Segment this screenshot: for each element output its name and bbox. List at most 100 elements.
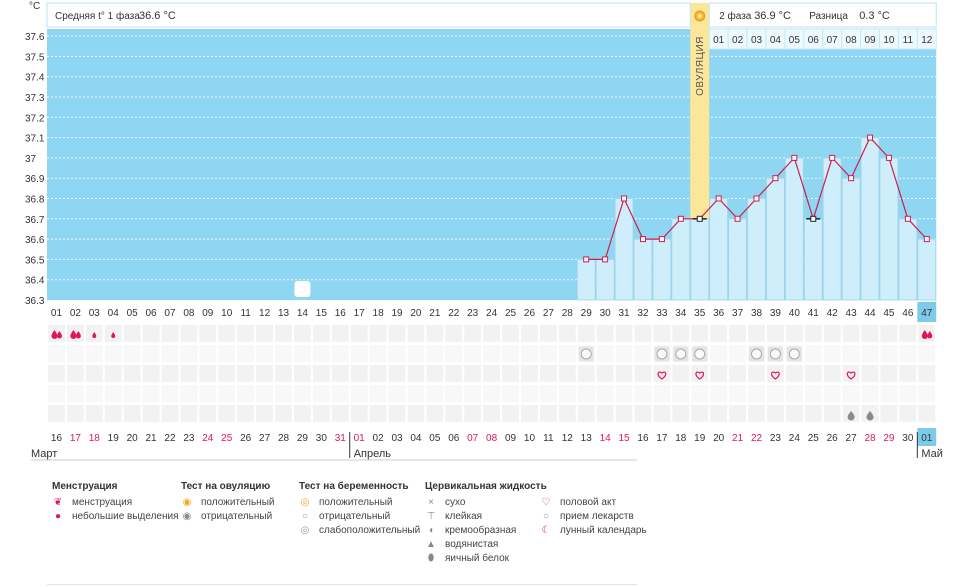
symptom-cell[interactable] [765, 384, 785, 403]
cycle-day-label[interactable]: 08 [183, 308, 195, 319]
symptom-cell[interactable] [217, 404, 237, 423]
symptom-cell[interactable] [425, 404, 445, 423]
symptom-cell[interactable] [65, 364, 85, 383]
symptom-cell[interactable] [803, 364, 823, 383]
symptom-cell[interactable] [292, 384, 312, 403]
symptom-cell[interactable] [652, 404, 672, 423]
symptom-cell[interactable] [349, 344, 369, 363]
symptom-cell[interactable] [198, 344, 218, 363]
heart-icon[interactable] [657, 371, 667, 380]
symptom-cell[interactable] [198, 324, 218, 343]
symptom-cell[interactable] [557, 364, 577, 383]
symptom-cell[interactable] [387, 404, 407, 423]
date-label[interactable]: 22 [751, 433, 763, 444]
pregnancy-test-negative-icon[interactable] [751, 348, 762, 360]
selected-date-cell[interactable] [917, 428, 937, 446]
symptom-cell[interactable] [368, 344, 388, 363]
cycle-day-label[interactable]: 20 [410, 308, 422, 319]
symptom-cell[interactable] [633, 324, 653, 343]
cycle-day-label[interactable]: 02 [70, 308, 82, 319]
symptom-cell[interactable] [217, 324, 237, 343]
symptom-cell[interactable] [179, 324, 199, 343]
symptom-cell[interactable] [141, 384, 161, 403]
cycle-day-label[interactable]: 05 [127, 308, 139, 319]
symptom-cell[interactable] [311, 324, 331, 343]
symptom-cell[interactable] [122, 364, 142, 383]
temperature-point[interactable] [658, 236, 665, 243]
symptom-cell[interactable] [595, 324, 615, 343]
symptom-cell[interactable] [444, 344, 464, 363]
cycle-day-label[interactable]: 31 [618, 308, 630, 319]
temperature-bar[interactable] [614, 198, 634, 301]
date-label[interactable]: 12 [562, 433, 574, 444]
symptom-cell[interactable] [274, 384, 293, 403]
temperature-point[interactable] [923, 236, 930, 243]
date-label[interactable]: 09 [505, 433, 517, 444]
symptom-cell[interactable] [482, 344, 502, 363]
symptom-cell[interactable] [84, 364, 104, 383]
date-label[interactable]: 31 [335, 433, 347, 444]
temperature-point[interactable] [753, 195, 760, 202]
date-label[interactable]: 04 [410, 433, 422, 444]
pregnancy-test-negative-icon[interactable] [656, 348, 668, 360]
symptom-cell[interactable] [236, 364, 256, 383]
date-label[interactable]: 01 [354, 433, 366, 444]
symptom-cell[interactable] [671, 384, 691, 403]
date-label[interactable]: 14 [600, 433, 612, 444]
symptom-cell[interactable] [198, 364, 218, 383]
symptom-cell[interactable] [860, 324, 880, 343]
cycle-day-label[interactable]: 41 [808, 308, 820, 319]
symptom-cell[interactable] [614, 404, 634, 423]
symptom-cell[interactable] [557, 324, 577, 343]
symptom-cell[interactable] [255, 404, 275, 423]
date-label[interactable]: 13 [581, 433, 593, 444]
date-label[interactable]: 22 [164, 433, 176, 444]
date-label[interactable]: 20 [713, 433, 725, 444]
symptom-cell[interactable] [803, 324, 823, 343]
cycle-day-label[interactable]: 07 [164, 308, 176, 319]
symptom-cell[interactable] [141, 344, 161, 363]
symptom-cell[interactable] [179, 364, 199, 383]
cycle-day-label[interactable]: 34 [675, 308, 687, 319]
date-label[interactable]: 30 [316, 433, 328, 444]
date-label[interactable]: 26 [240, 433, 252, 444]
symptom-cell[interactable] [425, 384, 445, 403]
symptom-cell[interactable] [595, 384, 615, 403]
symptom-cell[interactable] [501, 404, 520, 423]
temperature-point[interactable] [810, 215, 817, 222]
symptom-cell[interactable] [898, 364, 918, 383]
date-label[interactable]: 25 [808, 433, 820, 444]
cycle-day-label[interactable]: 40 [789, 308, 801, 319]
cycle-day-label[interactable]: 04 [108, 308, 120, 319]
cycle-day-label[interactable]: 12 [259, 308, 271, 319]
symptom-cell[interactable] [84, 384, 104, 403]
cycle-day-label[interactable]: 47 [921, 308, 933, 319]
symptom-cell[interactable] [709, 404, 729, 423]
symptom-cell[interactable] [349, 404, 369, 423]
symptom-cell[interactable] [47, 384, 66, 403]
symptom-cell[interactable] [217, 364, 237, 383]
symptom-cell[interactable] [614, 324, 634, 343]
date-label[interactable]: 17 [70, 433, 82, 444]
symptom-cell[interactable] [747, 324, 766, 343]
symptom-cell[interactable] [765, 324, 785, 343]
temperature-point[interactable] [734, 215, 741, 222]
symptom-cell[interactable] [311, 404, 331, 423]
date-label[interactable]: 29 [883, 433, 895, 444]
symptom-cell[interactable] [406, 324, 426, 343]
cycle-day-label[interactable]: 36 [713, 308, 725, 319]
temperature-bar[interactable] [917, 238, 937, 301]
temperature-point[interactable] [621, 195, 628, 202]
date-label[interactable]: 10 [524, 433, 536, 444]
date-label[interactable]: 21 [145, 433, 157, 444]
symptom-cell[interactable] [690, 384, 710, 403]
symptom-cell[interactable] [803, 384, 823, 403]
cycle-day-label[interactable]: 37 [732, 308, 744, 319]
date-label[interactable]: 27 [259, 433, 271, 444]
cycle-day-label[interactable]: 21 [429, 308, 441, 319]
temperature-bar[interactable] [709, 198, 729, 301]
symptom-cell[interactable] [444, 364, 464, 383]
symptom-cell[interactable] [482, 404, 502, 423]
symptom-cell[interactable] [538, 344, 558, 363]
date-label[interactable]: 21 [732, 433, 744, 444]
